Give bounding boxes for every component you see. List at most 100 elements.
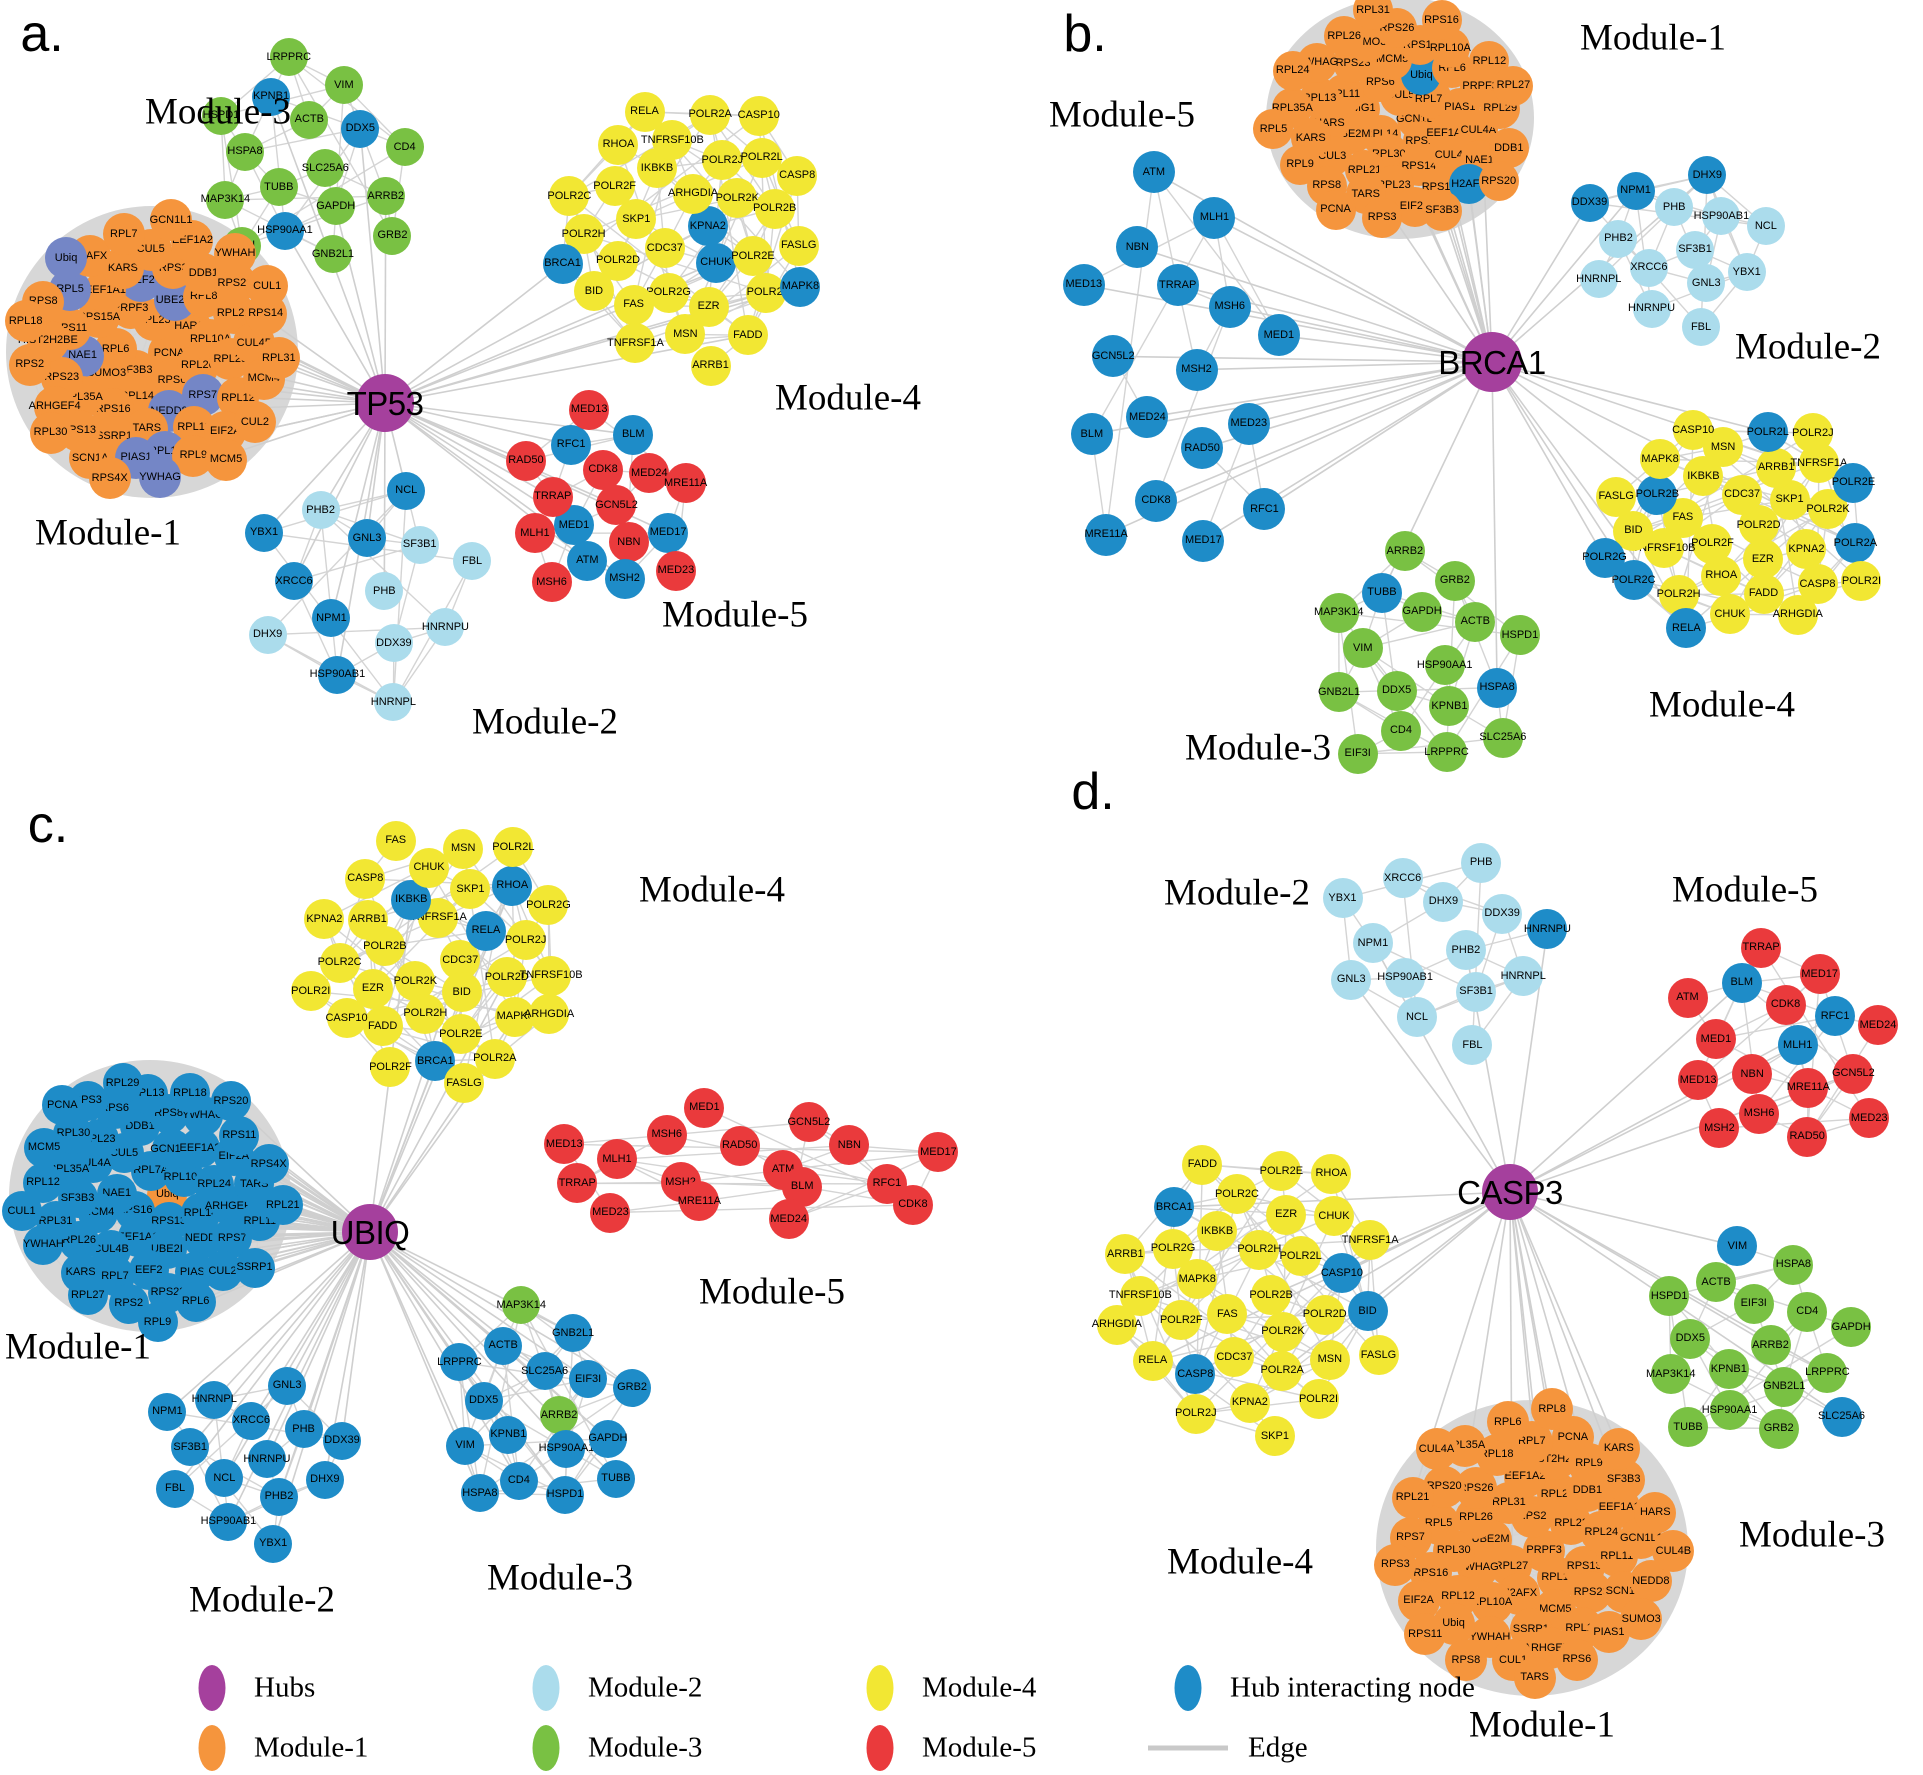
node-casp8[interactable]: CASP8 — [1175, 1354, 1216, 1395]
node-polr2i[interactable]: POLR2I — [746, 272, 787, 313]
node-rps4x[interactable]: RPS4X — [248, 1144, 289, 1185]
node-tubb[interactable]: TUBB — [259, 168, 298, 207]
node-tnfrsf10b[interactable]: TNFRSF10B — [520, 955, 583, 996]
node-gnb2l1[interactable]: GNB2L1 — [312, 235, 354, 274]
node-kpna2[interactable]: KPNA2 — [1229, 1382, 1270, 1423]
node-rpl30[interactable]: RPL30 — [29, 411, 72, 454]
node-rpl21[interactable]: RPL21 — [1391, 1476, 1434, 1519]
node-actb[interactable]: ACTB — [1455, 601, 1496, 642]
node-rpl24[interactable]: RPL24 — [1272, 50, 1313, 91]
node-ybx1[interactable]: YBX1 — [245, 513, 284, 552]
hub-node-brca1[interactable]: BRCA1 — [1438, 332, 1546, 392]
node-kpna2[interactable]: KPNA2 — [304, 899, 345, 940]
node-kpnb1[interactable]: KPNB1 — [1429, 686, 1470, 727]
node-cdc37[interactable]: CDC37 — [644, 228, 685, 269]
node-med23[interactable]: MED23 — [1849, 1098, 1890, 1139]
node-rpl7[interactable]: RPL7 — [102, 213, 145, 256]
node-chuk[interactable]: CHUK — [1710, 594, 1751, 635]
node-hspa8[interactable]: HSPA8 — [460, 1474, 499, 1513]
node-rpl29[interactable]: RPL29 — [102, 1063, 143, 1104]
node-rela[interactable]: RELA — [1666, 608, 1707, 649]
node-med24[interactable]: MED24 — [1126, 396, 1169, 439]
node-nbn[interactable]: NBN — [608, 522, 649, 563]
node-polr2e[interactable]: POLR2E — [1832, 462, 1875, 503]
node-mre11a[interactable]: MRE11A — [1084, 513, 1128, 556]
node-polr2c[interactable]: POLR2C — [547, 176, 591, 217]
node-polr2j[interactable]: POLR2J — [702, 140, 743, 181]
node-polr2h[interactable]: POLR2H — [1657, 574, 1701, 615]
node-bid[interactable]: BID — [441, 972, 482, 1013]
node-kars[interactable]: KARS — [1597, 1427, 1640, 1470]
node-ddx5[interactable]: DDX5 — [464, 1381, 503, 1420]
node-hspa8[interactable]: HSPA8 — [1773, 1244, 1814, 1285]
node-polr2g[interactable]: POLR2G — [646, 272, 691, 313]
node-hnrnpu[interactable]: HNRNPU — [422, 608, 469, 647]
node-casp10[interactable]: CASP10 — [738, 95, 780, 136]
node-polr2l[interactable]: POLR2L — [1280, 1236, 1322, 1277]
node-npm1[interactable]: NPM1 — [312, 599, 351, 638]
node-gnl3[interactable]: GNL3 — [1687, 264, 1726, 303]
node-polr2h[interactable]: POLR2H — [403, 993, 447, 1034]
node-polr2l[interactable]: POLR2L — [741, 137, 783, 178]
node-rfc1[interactable]: RFC1 — [551, 424, 592, 465]
node-map3k14[interactable]: MAP3K14 — [201, 180, 250, 219]
node-nbn[interactable]: NBN — [1732, 1054, 1773, 1095]
node-med23[interactable]: MED23 — [1227, 402, 1270, 445]
node-polr2b[interactable]: POLR2B — [1249, 1275, 1293, 1316]
node-rpl18[interactable]: RPL18 — [169, 1073, 210, 1114]
node-vim[interactable]: VIM — [324, 66, 363, 105]
node-slc25a6[interactable]: SLC25A6 — [302, 149, 349, 187]
node-rpl6[interactable]: RPL6 — [1486, 1401, 1529, 1444]
node-hnrnpu[interactable]: HNRNPU — [1628, 289, 1675, 328]
node-msh6[interactable]: MSH6 — [646, 1114, 687, 1155]
node-xrcc6[interactable]: XRCC6 — [1629, 248, 1668, 287]
node-gnl3[interactable]: GNL3 — [1331, 959, 1372, 1000]
node-med17[interactable]: MED17 — [1799, 954, 1840, 995]
node-rhoa[interactable]: RHOA — [1311, 1153, 1352, 1194]
node-msh6[interactable]: MSH6 — [1208, 285, 1251, 328]
node-polr2e[interactable]: POLR2E — [731, 236, 775, 277]
node-arrb2[interactable]: ARRB2 — [540, 1396, 579, 1435]
node-gnb2l1[interactable]: GNB2L1 — [1763, 1366, 1805, 1407]
node-npm1[interactable]: NPM1 — [1352, 923, 1393, 964]
node-hnrnpl[interactable]: HNRNPL — [192, 1380, 237, 1419]
node-tubb[interactable]: TUBB — [1361, 572, 1402, 613]
node-fas[interactable]: FAS — [375, 820, 416, 861]
node-lrpprc[interactable]: LRPPRC — [437, 1343, 482, 1382]
node-trrap[interactable]: TRRAP — [1741, 927, 1782, 968]
node-fadd[interactable]: FADD — [362, 1006, 403, 1047]
node-slc25a6[interactable]: SLC25A6 — [521, 1352, 568, 1391]
node-ywhah[interactable]: YWHAH — [213, 232, 256, 275]
node-rpl5[interactable]: RPL5 — [1253, 109, 1294, 150]
node-mlh1[interactable]: MLH1 — [1193, 196, 1236, 239]
node-faslg[interactable]: FASLG — [778, 225, 819, 266]
node-polr2h[interactable]: POLR2H — [1237, 1229, 1281, 1270]
node-rhoa[interactable]: RHOA — [1701, 555, 1742, 596]
node-faslg[interactable]: FASLG — [443, 1063, 484, 1104]
node-bid[interactable]: BID — [1347, 1291, 1388, 1332]
node-ddx39[interactable]: DDX39 — [1570, 183, 1609, 222]
node-mlh1[interactable]: MLH1 — [1777, 1025, 1818, 1066]
node-cd4[interactable]: CD4 — [385, 128, 424, 167]
node-polr2f[interactable]: POLR2F — [369, 1047, 412, 1088]
node-blm[interactable]: BLM — [613, 414, 654, 455]
node-arrb1[interactable]: ARRB1 — [1756, 447, 1797, 488]
node-fas[interactable]: FAS — [1207, 1294, 1248, 1335]
node-hnrnpl[interactable]: HNRNPL — [1576, 260, 1621, 299]
node-ezr[interactable]: EZR — [1266, 1194, 1307, 1235]
node-hars[interactable]: HARS — [1634, 1491, 1677, 1534]
node-tubb[interactable]: TUBB — [1668, 1407, 1709, 1448]
node-rad50[interactable]: RAD50 — [719, 1125, 760, 1166]
node-skp1[interactable]: SKP1 — [616, 199, 657, 240]
node-faslg[interactable]: FASLG — [1596, 476, 1637, 517]
node-mre11a[interactable]: MRE11A — [664, 463, 707, 504]
node-hsp90ab1[interactable]: HSP90AB1 — [1377, 957, 1433, 998]
node-grb2[interactable]: GRB2 — [1758, 1408, 1799, 1449]
node-rpl9[interactable]: RPL9 — [1280, 144, 1321, 185]
node-casp8[interactable]: CASP8 — [777, 155, 818, 196]
node-ezr[interactable]: EZR — [1742, 539, 1783, 580]
node-fbl[interactable]: FBL — [1452, 1025, 1493, 1066]
node-skp1[interactable]: SKP1 — [1254, 1416, 1295, 1457]
node-gcn5l2[interactable]: GCN5L2 — [1092, 335, 1135, 378]
node-rps4x[interactable]: RPS4X — [88, 457, 131, 500]
